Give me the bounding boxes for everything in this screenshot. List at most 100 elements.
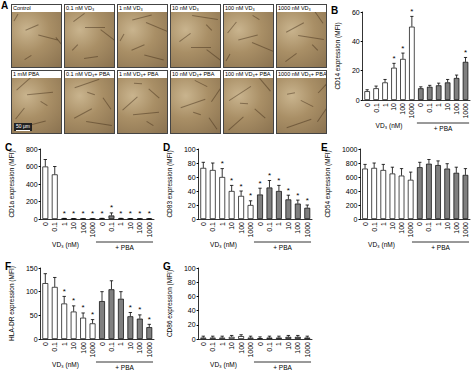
svg-text:E: E <box>321 142 328 153</box>
svg-text:1: 1 <box>275 222 282 226</box>
svg-text:150: 150 <box>26 265 38 272</box>
svg-text:1000: 1000 <box>342 146 358 153</box>
svg-text:*: * <box>148 315 151 324</box>
svg-text:100: 100 <box>184 146 196 153</box>
svg-text:VD₃ (nM): VD₃ (nM) <box>210 361 237 369</box>
svg-text:100: 100 <box>136 222 143 234</box>
svg-text:0: 0 <box>42 222 49 226</box>
svg-text:100: 100 <box>26 288 38 295</box>
svg-text:+ PBA: + PBA <box>273 244 292 251</box>
svg-text:1: 1 <box>435 103 442 107</box>
svg-text:*: * <box>72 209 75 218</box>
svg-text:200: 200 <box>26 198 38 205</box>
svg-text:1: 1 <box>275 342 282 346</box>
svg-text:100: 100 <box>294 342 301 354</box>
svg-text:1: 1 <box>435 222 442 226</box>
svg-text:100: 100 <box>136 342 143 354</box>
svg-text:40: 40 <box>352 38 360 45</box>
svg-text:1000: 1000 <box>304 342 311 358</box>
svg-text:C: C <box>5 142 12 153</box>
svg-text:100: 100 <box>453 222 460 234</box>
svg-text:*: * <box>129 303 132 312</box>
svg-text:80: 80 <box>188 279 196 286</box>
svg-text:80: 80 <box>188 160 196 167</box>
svg-text:10: 10 <box>285 222 292 230</box>
svg-text:1: 1 <box>117 342 124 346</box>
svg-text:0.1: 0.1 <box>51 222 58 232</box>
svg-text:40: 40 <box>188 307 196 314</box>
svg-text:1000: 1000 <box>89 342 96 358</box>
svg-text:0: 0 <box>417 103 424 107</box>
svg-text:10: 10 <box>390 103 397 111</box>
svg-text:*: * <box>249 191 252 200</box>
svg-text:0.1: 0.1 <box>266 222 273 232</box>
svg-text:1: 1 <box>219 342 226 346</box>
svg-text:0: 0 <box>42 342 49 346</box>
svg-text:CD14 expression (MFI): CD14 expression (MFI) <box>334 22 342 89</box>
svg-text:*: * <box>63 209 66 218</box>
svg-text:0: 0 <box>356 97 360 104</box>
svg-text:600: 600 <box>346 174 358 181</box>
svg-text:0.1: 0.1 <box>425 222 432 232</box>
svg-text:0: 0 <box>362 222 369 226</box>
svg-text:600: 600 <box>26 163 38 170</box>
svg-text:1: 1 <box>117 222 124 226</box>
svg-text:10: 10 <box>70 222 77 230</box>
svg-text:VD₃ (nM): VD₃ (nM) <box>368 241 395 249</box>
svg-text:HLA-DR expression (MFI): HLA-DR expression (MFI) <box>8 266 16 341</box>
svg-text:*: * <box>82 303 85 312</box>
svg-text:F: F <box>5 261 11 272</box>
svg-text:60: 60 <box>188 174 196 181</box>
svg-text:10: 10 <box>228 342 235 350</box>
svg-text:1: 1 <box>219 222 226 226</box>
svg-text:1000: 1000 <box>146 342 153 358</box>
svg-text:0: 0 <box>192 216 196 223</box>
svg-text:50: 50 <box>30 312 38 319</box>
svg-text:*: * <box>240 182 243 191</box>
svg-text:CD1a expression (MFI): CD1a expression (MFI) <box>8 150 16 217</box>
svg-text:VD₃ (nM): VD₃ (nM) <box>376 122 403 130</box>
svg-text:0: 0 <box>257 222 264 226</box>
svg-text:10: 10 <box>444 103 451 111</box>
svg-text:10: 10 <box>127 222 134 230</box>
svg-text:100: 100 <box>80 342 87 354</box>
svg-text:1000: 1000 <box>408 103 415 119</box>
svg-text:0.1: 0.1 <box>266 342 273 352</box>
svg-text:200: 200 <box>346 202 358 209</box>
svg-text:0: 0 <box>200 342 207 346</box>
svg-text:10: 10 <box>228 222 235 230</box>
svg-text:VD₃ (nM): VD₃ (nM) <box>52 241 79 249</box>
svg-text:D: D <box>163 142 170 153</box>
svg-text:100: 100 <box>398 222 405 234</box>
svg-text:10: 10 <box>444 222 451 230</box>
svg-text:*: * <box>268 171 271 180</box>
svg-text:20: 20 <box>352 67 360 74</box>
svg-text:*: * <box>392 54 395 63</box>
svg-text:*: * <box>91 209 94 218</box>
svg-text:100: 100 <box>184 265 196 272</box>
svg-text:*: * <box>287 186 290 195</box>
svg-text:1: 1 <box>61 342 68 346</box>
svg-text:+ PBA: + PBA <box>273 364 292 371</box>
svg-text:100: 100 <box>294 222 301 234</box>
svg-text:800: 800 <box>346 160 358 167</box>
svg-text:*: * <box>82 209 85 218</box>
svg-text:0: 0 <box>354 216 358 223</box>
svg-text:*: * <box>410 7 413 16</box>
svg-text:1000: 1000 <box>247 222 254 238</box>
svg-text:100: 100 <box>453 103 460 115</box>
svg-text:*: * <box>258 179 261 188</box>
svg-text:0: 0 <box>99 222 106 226</box>
svg-text:*: * <box>63 287 66 296</box>
svg-text:*: * <box>119 209 122 218</box>
svg-text:1000: 1000 <box>407 222 414 238</box>
svg-text:*: * <box>110 203 113 212</box>
svg-text:0: 0 <box>364 103 371 107</box>
svg-text:*: * <box>138 209 141 218</box>
svg-text:0.1: 0.1 <box>209 222 216 232</box>
svg-text:VD₃ (nM): VD₃ (nM) <box>210 241 237 249</box>
svg-text:400: 400 <box>346 188 358 195</box>
svg-text:VD₃ (nM): VD₃ (nM) <box>52 361 79 369</box>
svg-text:40: 40 <box>188 188 196 195</box>
svg-text:800: 800 <box>26 146 38 153</box>
